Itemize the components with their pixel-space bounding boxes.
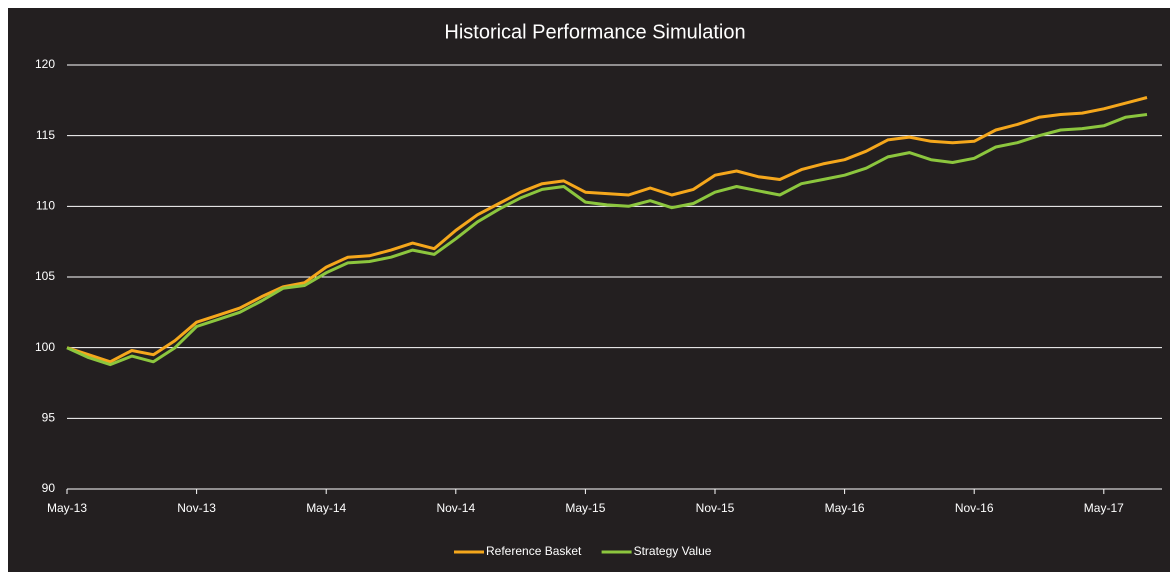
chart-background: [8, 8, 1170, 572]
y-tick-label: 120: [35, 57, 55, 71]
y-tick-label: 90: [42, 481, 56, 495]
x-tick-label: May-17: [1084, 501, 1124, 515]
y-tick-label: 115: [36, 128, 55, 142]
x-tick-label: May-16: [825, 501, 865, 515]
x-tick-label: May-13: [47, 501, 87, 515]
series-line: [66, 96, 1148, 364]
legend-label: Reference Basket: [486, 544, 582, 558]
x-tick-label: Nov-16: [955, 501, 994, 515]
x-tick-label: May-15: [565, 501, 605, 515]
x-tick-label: Nov-13: [177, 501, 216, 515]
chart-title: Historical Performance Simulation: [444, 21, 745, 43]
series-line: [66, 113, 1148, 367]
y-tick-label: 100: [35, 340, 55, 354]
y-tick-label: 105: [35, 269, 55, 283]
legend-label: Strategy Value: [634, 544, 712, 558]
x-tick-label: May-14: [306, 501, 346, 515]
x-tick-label: Nov-14: [436, 501, 475, 515]
x-tick-label: Nov-15: [696, 501, 735, 515]
y-tick-label: 95: [42, 411, 56, 425]
y-tick-label: 110: [36, 199, 55, 213]
